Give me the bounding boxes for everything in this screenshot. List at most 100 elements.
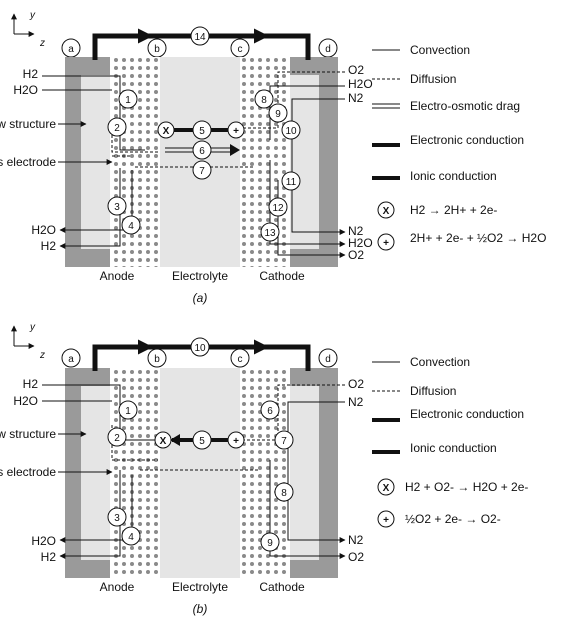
outlet-left-2-b: H2 xyxy=(41,550,57,564)
species-labels-b: H2 H2O H2O H2 O2 N2 N2 O2 xyxy=(13,377,364,564)
flow-structure-label: Flow structure xyxy=(0,117,56,131)
bottom-labels-b: Anode Electrolyte Cathode (b) xyxy=(100,580,305,616)
number-2-b: 2 xyxy=(114,433,120,444)
outlet-right-2-b: O2 xyxy=(348,550,364,564)
reaction-anode: H2 → 2H+ + 2e- xyxy=(410,203,497,217)
inlet-right-1-b: O2 xyxy=(348,377,364,391)
number-3-b: 3 xyxy=(114,513,120,524)
inlet-left-2: H2O xyxy=(13,83,38,97)
inlet-left-1-b: H2 xyxy=(23,377,39,391)
reaction-site-anode-a: X xyxy=(163,126,170,137)
bottom-labels: Anode Electrolyte Cathode (a) xyxy=(100,269,305,305)
reaction-site-anode-b: X xyxy=(160,436,167,447)
legend-b: Convection Diffusion Electronic conducti… xyxy=(372,355,528,528)
anode-label: Anode xyxy=(100,269,135,283)
component-labels: Flow structure Porous electrode xyxy=(0,117,113,169)
region-b: b xyxy=(154,44,160,55)
number-10-b: 10 xyxy=(194,343,206,354)
component-labels-b: Flow structure Porous electrode xyxy=(0,427,113,479)
electrolyte-label: Electrolyte xyxy=(172,269,228,283)
panel-b: y z a b c d 10 xyxy=(0,322,528,616)
flow-structure-label-b: Flow structure xyxy=(0,427,56,441)
legend-diffusion-b: Diffusion xyxy=(410,384,456,398)
number-1: 1 xyxy=(125,95,131,106)
legend-electronic: Electronic conduction xyxy=(410,133,524,147)
cathode-label: Cathode xyxy=(259,269,305,283)
panel-a: y z a b c d 14 xyxy=(0,10,546,305)
cathode-flows-b xyxy=(242,384,346,559)
anode-label-b: Anode xyxy=(100,580,135,594)
reaction-cathode-b: ½O2 + 2e- → O2- xyxy=(405,512,501,526)
number-1-b: 1 xyxy=(125,406,131,417)
legend-electronic-b: Electronic conduction xyxy=(410,407,524,421)
axis-y-label: y xyxy=(29,10,36,21)
electrolyte-label-b: Electrolyte xyxy=(172,580,228,594)
legend-a: Convection Diffusion Electro-osmotic dra… xyxy=(372,43,546,251)
panel-a-caption: (a) xyxy=(193,291,208,305)
number-3: 3 xyxy=(114,202,120,213)
numbered-markers: 1 2 3 4 5 6 7 8 9 10 11 12 13 xyxy=(107,89,301,242)
number-6-b: 6 xyxy=(267,406,273,417)
reaction-site-cathode-a: + xyxy=(233,126,239,137)
region-b-b: b xyxy=(154,354,160,365)
region-d: d xyxy=(325,44,331,55)
number-10: 10 xyxy=(285,126,297,137)
region-labels: a b c d xyxy=(61,38,338,58)
outlet-left-1-b: H2O xyxy=(31,534,56,548)
number-8: 8 xyxy=(261,95,267,106)
axes-indicator: y z xyxy=(11,10,45,49)
outlet-left-1: H2O xyxy=(31,223,56,237)
outlet-right-2: H2O xyxy=(348,236,373,250)
reaction-cathode: 2H+ + 2e- + ½O2 → H2O xyxy=(410,231,546,245)
inlet-right-2: H2O xyxy=(348,77,373,91)
outlet-right-1: N2 xyxy=(348,224,364,238)
number-9: 9 xyxy=(275,109,281,120)
number-8-b: 8 xyxy=(281,488,287,499)
axes-indicator-b: y z xyxy=(11,322,45,361)
region-labels-b: a b c d xyxy=(61,348,338,368)
number-12: 12 xyxy=(272,203,284,214)
numbered-markers-b: 1 2 3 4 5 6 7 8 9 xyxy=(107,400,294,552)
region-d-b: d xyxy=(325,354,331,365)
inlet-right-2-b: N2 xyxy=(348,395,364,409)
number-7-b: 7 xyxy=(281,436,287,447)
legend-symbol-plus: + xyxy=(383,238,389,249)
legend-symbol-x: X xyxy=(383,206,390,217)
reaction-site-cathode-b: + xyxy=(233,436,239,447)
cathode-label-b: Cathode xyxy=(259,580,305,594)
species-labels: H2 H2O H2O H2 O2 H2O N2 N2 H2O O2 xyxy=(13,63,372,262)
legend-convection: Convection xyxy=(410,43,470,57)
number-13: 13 xyxy=(264,228,276,239)
region-c-b: c xyxy=(238,354,243,365)
inlet-left-1: H2 xyxy=(23,67,39,81)
outlet-right-3: O2 xyxy=(348,248,364,262)
axis-y-label-b: y xyxy=(29,322,36,333)
legend-ionic-b: Ionic conduction xyxy=(410,441,497,455)
inlet-right-1: O2 xyxy=(348,63,364,77)
outlet-right-1-b: N2 xyxy=(348,533,364,547)
number-7: 7 xyxy=(199,166,205,177)
number-14: 14 xyxy=(194,32,206,43)
porous-electrode-label-b: Porous electrode xyxy=(0,465,56,479)
number-9-b: 9 xyxy=(267,538,273,549)
axis-z-label: z xyxy=(39,38,45,49)
number-6: 6 xyxy=(199,146,205,157)
inlet-left-2-b: H2O xyxy=(13,394,38,408)
panel-b-caption: (b) xyxy=(193,602,208,616)
number-5-b: 5 xyxy=(199,436,205,447)
inlet-right-3: N2 xyxy=(348,91,364,105)
legend-drag: Electro-osmotic drag xyxy=(410,99,520,113)
porous-electrode-label: Porous electrode xyxy=(0,155,56,169)
region-c: c xyxy=(238,44,243,55)
axis-z-label-b: z xyxy=(39,350,45,361)
legend-ionic: Ionic conduction xyxy=(410,169,497,183)
legend-symbol-x-b: X xyxy=(383,483,390,494)
legend-convection-b: Convection xyxy=(410,355,470,369)
region-a: a xyxy=(68,44,74,55)
region-a-b: a xyxy=(68,354,74,365)
number-4-b: 4 xyxy=(128,532,134,543)
number-11: 11 xyxy=(286,177,297,188)
cell-body-b xyxy=(65,368,338,578)
